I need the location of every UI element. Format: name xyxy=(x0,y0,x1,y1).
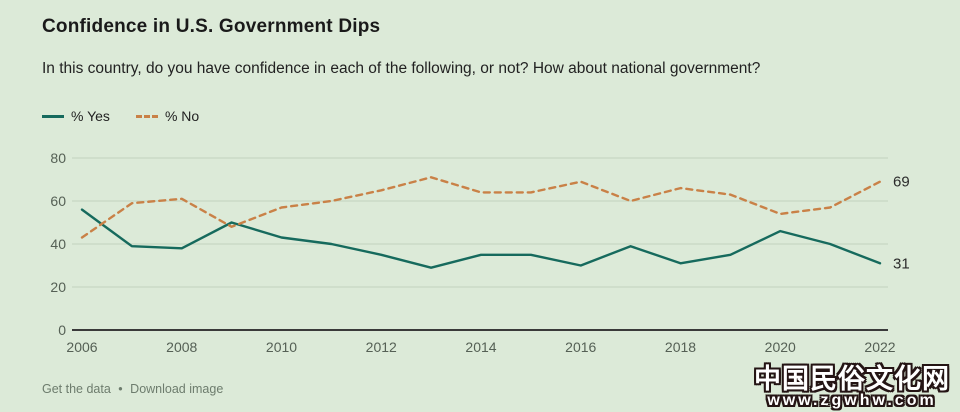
y-tick-label: 80 xyxy=(50,150,66,166)
watermark: 中国民俗文化网 www.zgwhw.com xyxy=(754,365,950,410)
x-tick-label: 2016 xyxy=(565,339,596,355)
legend-item-yes[interactable]: % Yes xyxy=(42,108,110,124)
chart-subtitle: In this country, do you have confidence … xyxy=(42,60,761,77)
chart-footer: Get the data • Download image xyxy=(42,382,223,396)
line-chart: 0 20 40 60 80 2006 2008 2010 2012 2014 2016 2018 202… xyxy=(0,140,960,370)
download-image-link[interactable]: Download image xyxy=(130,382,224,396)
legend-item-no[interactable]: % No xyxy=(135,108,200,124)
end-label-no: 69 xyxy=(893,174,910,191)
x-tick-label: 2018 xyxy=(665,339,696,355)
yes-line-swatch-icon xyxy=(42,114,64,118)
footer-separator: • xyxy=(118,382,123,396)
series-line-no xyxy=(80,176,882,239)
x-tick-label: 2012 xyxy=(366,339,397,355)
y-tick-label: 20 xyxy=(50,279,66,295)
y-tick-label: 60 xyxy=(50,193,66,209)
y-tick-label: 0 xyxy=(58,322,66,338)
end-label-yes: 31 xyxy=(893,255,910,272)
legend-label-yes: % Yes xyxy=(71,108,110,124)
watermark-site-url: www.zgwhw.com xyxy=(767,392,937,410)
get-data-link[interactable]: Get the data xyxy=(42,382,111,396)
x-tick-label: 2020 xyxy=(765,339,796,355)
page-title: Confidence in U.S. Government Dips xyxy=(42,16,381,37)
chart-legend: % Yes % No xyxy=(42,108,199,124)
no-line-swatch-icon xyxy=(135,114,158,118)
x-tick-label: 2010 xyxy=(266,339,297,355)
y-tick-label: 40 xyxy=(50,236,66,252)
x-tick-label: 2014 xyxy=(465,339,496,355)
x-tick-label: 2008 xyxy=(166,339,197,355)
x-tick-label: 2006 xyxy=(66,339,97,355)
chart-svg: 0 20 40 60 80 2006 2008 2010 2012 2014 2016 2018 202… xyxy=(50,150,910,355)
x-tick-label: 2022 xyxy=(864,339,895,355)
series-line-yes xyxy=(80,208,882,269)
legend-label-no: % No xyxy=(164,108,200,124)
watermark-site-name: 中国民俗文化网 xyxy=(754,363,950,394)
